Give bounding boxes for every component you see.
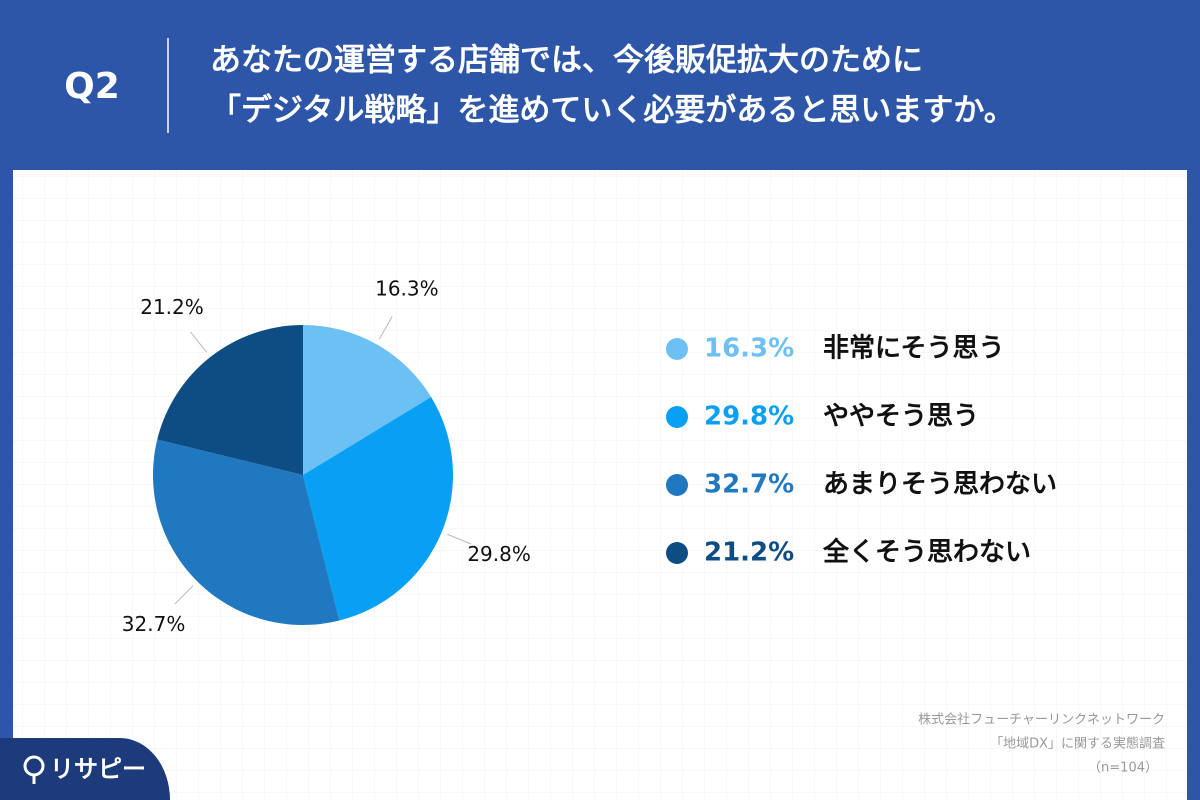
- legend-marker: [666, 542, 688, 564]
- legend-marker: [666, 474, 688, 496]
- legend-label: ややそう思う: [823, 402, 979, 432]
- leader-line: [379, 316, 393, 340]
- data-label: 29.8%: [467, 542, 531, 566]
- source-text: （n=104）: [1088, 761, 1158, 776]
- source-text: 「地域DX」に関する実態調査: [990, 736, 1165, 752]
- chart-title: あなたの運営する店舗では、今後販促拡大のために: [210, 43, 923, 79]
- data-label: 16.3%: [375, 277, 439, 301]
- logo-tab: [0, 738, 170, 800]
- legend-value: 21.2%: [704, 538, 794, 568]
- logo-text: リサピー: [50, 755, 146, 783]
- data-label: 21.2%: [140, 295, 204, 319]
- leader-line: [447, 533, 472, 545]
- pie-slice: [157, 325, 303, 475]
- legend-marker: [666, 338, 688, 360]
- legend-label: 非常にそう思う: [823, 334, 1004, 364]
- legend-marker: [666, 406, 688, 428]
- leader-line: [190, 331, 208, 353]
- pie-slice: [303, 325, 432, 475]
- legend-value: 32.7%: [704, 470, 794, 500]
- pie-slice: [303, 397, 453, 621]
- question-label: Q2: [64, 66, 120, 107]
- leader-line: [174, 585, 194, 605]
- pie-slice: [153, 439, 340, 625]
- legend-value: 29.8%: [704, 402, 794, 432]
- source-text: 株式会社フューチャーリンクネットワーク: [918, 712, 1165, 728]
- chart-title: 「デジタル戦略」を進めていく必要があると思いますか。: [210, 93, 1015, 129]
- legend-label: あまりそう思わない: [823, 470, 1057, 500]
- legend-value: 16.3%: [704, 334, 794, 364]
- data-label: 32.7%: [122, 612, 186, 636]
- legend-label: 全くそう思わない: [822, 537, 1031, 568]
